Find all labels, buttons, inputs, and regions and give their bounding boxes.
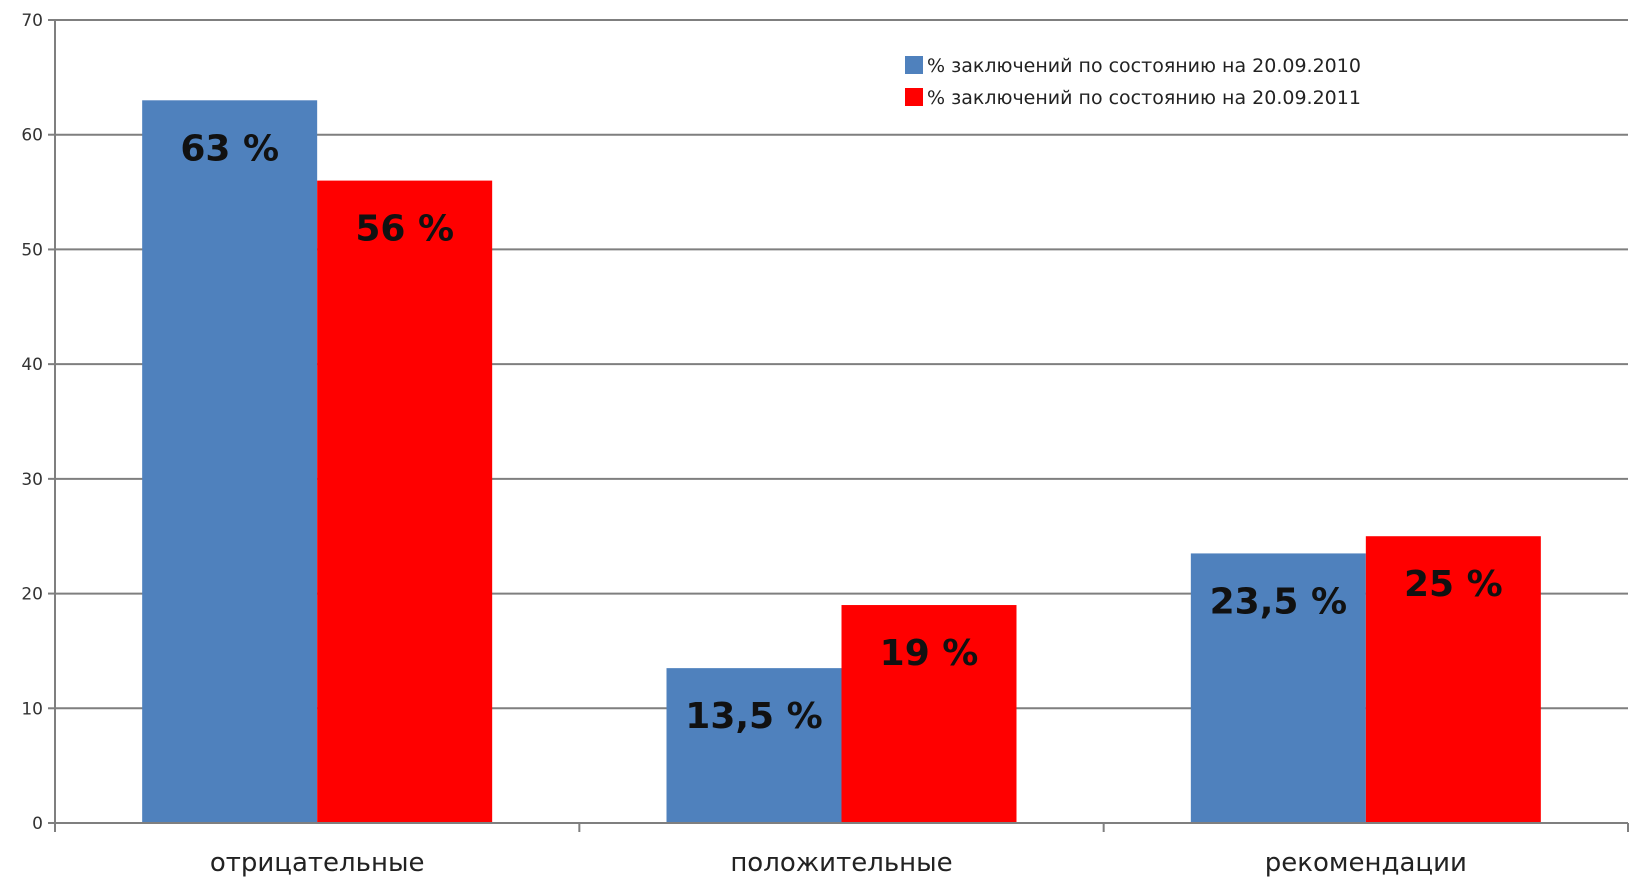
legend-swatch [905,56,923,74]
y-tick-label: 70 [21,11,43,31]
data-label: 25 % [1404,564,1503,605]
y-tick-label: 60 [21,126,43,146]
bar [1365,536,1541,823]
x-tick-label: рекомендации [1265,848,1467,878]
bar [666,668,842,823]
y-tick-label: 20 [21,585,43,605]
y-tick-label: 0 [32,814,43,834]
y-tick-label: 50 [21,240,43,260]
data-labels: 63 % 56 % 13,5 % 19 % 23,5 % 25 % [180,128,1502,737]
y-tick-label: 40 [21,355,43,375]
legend-swatch [905,88,923,106]
legend-label: % заключений по состоянию на 20.09.2011 [927,87,1361,109]
data-label: 13,5 % [685,696,822,737]
x-tick-label: положительные [730,848,952,878]
data-label: 23,5 % [1210,581,1347,622]
y-tick-label: 30 [21,470,43,490]
y-tick-label: 10 [21,699,43,719]
bar [1190,553,1366,823]
data-label: 56 % [355,209,454,250]
bar [317,180,493,824]
legend: % заключений по состоянию на 20.09.2010%… [905,55,1361,109]
legend-label: % заключений по состоянию на 20.09.2010 [927,55,1361,77]
axes: 0 10 20 30 40 50 60 70 отрицательные положительны… [21,11,1629,878]
bars [142,100,1541,824]
bar [142,100,318,824]
x-tick-label: отрицательные [210,848,425,878]
data-label: 63 % [180,128,279,169]
bar [841,605,1017,823]
data-label: 19 % [880,633,979,674]
